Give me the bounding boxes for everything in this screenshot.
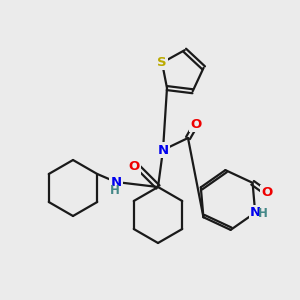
Text: O: O — [190, 118, 202, 130]
Text: S: S — [157, 56, 167, 69]
Text: N: N — [110, 176, 122, 188]
Text: H: H — [258, 207, 268, 220]
Text: H: H — [110, 184, 120, 197]
Text: O: O — [261, 186, 272, 199]
Text: O: O — [128, 160, 140, 173]
Text: N: N — [158, 143, 169, 157]
Text: N: N — [250, 206, 261, 219]
